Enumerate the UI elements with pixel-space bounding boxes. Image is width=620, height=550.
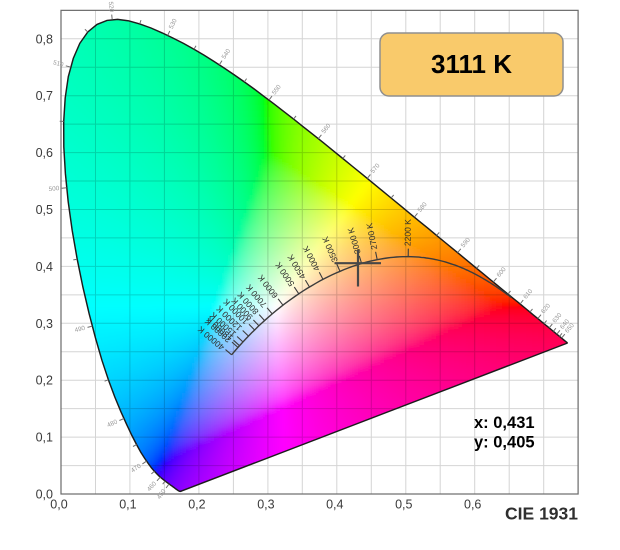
svg-text:0,5: 0,5 (36, 203, 53, 217)
svg-text:x: 0,431: x: 0,431 (474, 414, 535, 432)
svg-text:0,6: 0,6 (36, 146, 53, 160)
svg-text:0,1: 0,1 (119, 498, 136, 512)
svg-text:0,6: 0,6 (464, 498, 481, 512)
svg-text:540: 540 (221, 47, 233, 60)
svg-text:0,0: 0,0 (50, 498, 67, 512)
svg-text:0,4: 0,4 (326, 498, 343, 512)
svg-text:0,8: 0,8 (36, 32, 53, 46)
svg-text:0,2: 0,2 (36, 374, 53, 388)
svg-text:2200 K: 2200 K (403, 219, 413, 246)
svg-text:0,0: 0,0 (36, 488, 53, 502)
svg-text:480: 480 (106, 418, 119, 429)
svg-text:y: 0,405: y: 0,405 (474, 434, 535, 452)
svg-text:0,5: 0,5 (395, 498, 412, 512)
svg-text:0,4: 0,4 (36, 260, 53, 274)
svg-text:CIE 1931: CIE 1931 (505, 504, 578, 524)
svg-text:520: 520 (107, 1, 115, 13)
svg-text:3111 K: 3111 K (431, 49, 512, 79)
svg-text:0,2: 0,2 (188, 498, 205, 512)
svg-text:0,3: 0,3 (257, 498, 274, 512)
svg-text:0,1: 0,1 (36, 431, 53, 445)
svg-text:0,3: 0,3 (36, 317, 53, 331)
svg-text:510: 510 (52, 59, 64, 69)
svg-text:0,7: 0,7 (36, 89, 53, 103)
svg-text:500: 500 (48, 185, 60, 193)
svg-text:490: 490 (74, 325, 86, 335)
svg-text:530: 530 (168, 17, 179, 30)
